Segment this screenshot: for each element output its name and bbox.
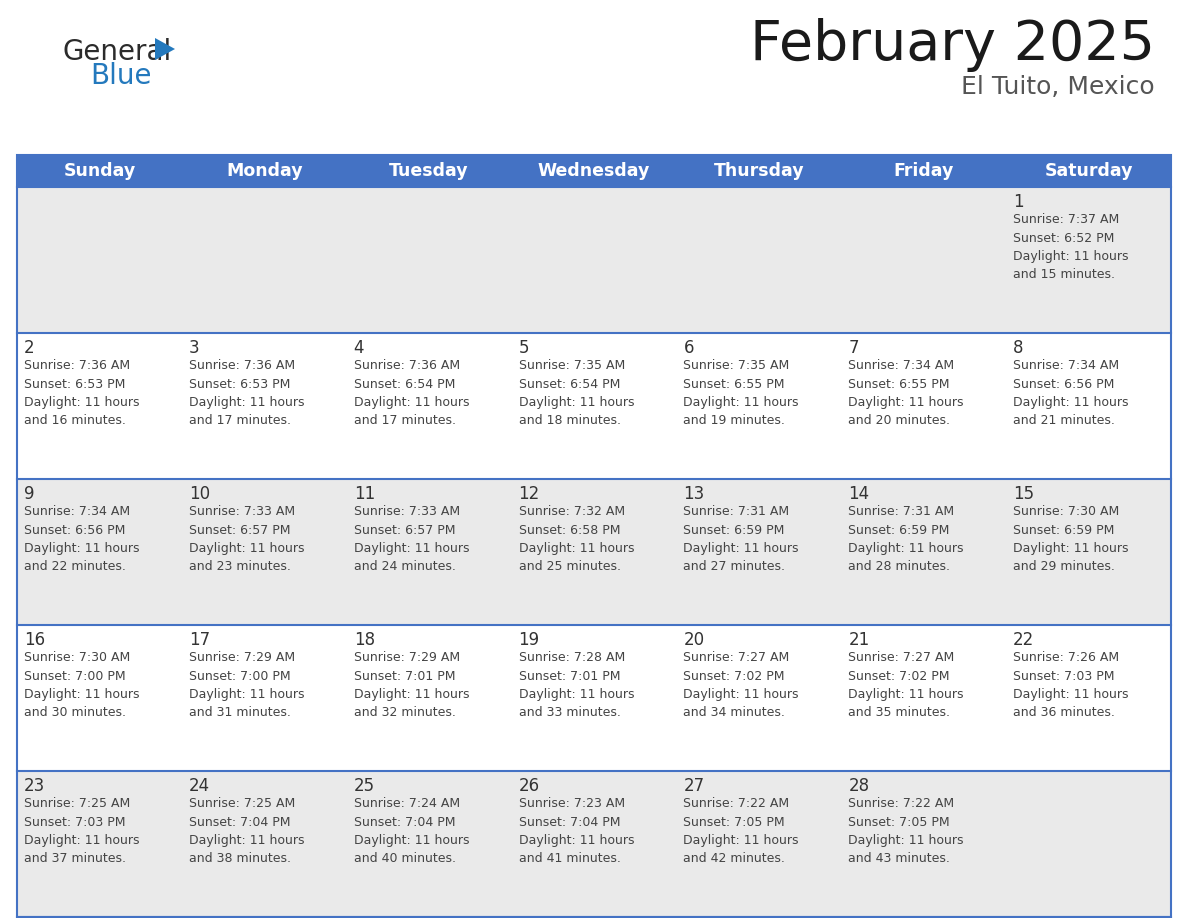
Text: Sunrise: 7:29 AM
Sunset: 7:01 PM
Daylight: 11 hours
and 32 minutes.: Sunrise: 7:29 AM Sunset: 7:01 PM Dayligh… (354, 651, 469, 720)
Text: February 2025: February 2025 (750, 18, 1155, 72)
Text: Sunrise: 7:33 AM
Sunset: 6:57 PM
Daylight: 11 hours
and 24 minutes.: Sunrise: 7:33 AM Sunset: 6:57 PM Dayligh… (354, 505, 469, 574)
Text: Sunrise: 7:31 AM
Sunset: 6:59 PM
Daylight: 11 hours
and 28 minutes.: Sunrise: 7:31 AM Sunset: 6:59 PM Dayligh… (848, 505, 963, 574)
Text: 6: 6 (683, 339, 694, 357)
Text: 24: 24 (189, 777, 210, 795)
Text: Blue: Blue (90, 62, 152, 90)
Text: Sunrise: 7:31 AM
Sunset: 6:59 PM
Daylight: 11 hours
and 27 minutes.: Sunrise: 7:31 AM Sunset: 6:59 PM Dayligh… (683, 505, 798, 574)
Text: Wednesday: Wednesday (538, 162, 650, 180)
Text: General: General (62, 38, 171, 66)
Text: 7: 7 (848, 339, 859, 357)
Text: 21: 21 (848, 631, 870, 649)
Bar (17, 771, 1171, 917)
Text: 8: 8 (1013, 339, 1024, 357)
Text: 2: 2 (24, 339, 34, 357)
Text: Sunrise: 7:27 AM
Sunset: 7:02 PM
Daylight: 11 hours
and 34 minutes.: Sunrise: 7:27 AM Sunset: 7:02 PM Dayligh… (683, 651, 798, 720)
Text: Sunrise: 7:25 AM
Sunset: 7:04 PM
Daylight: 11 hours
and 38 minutes.: Sunrise: 7:25 AM Sunset: 7:04 PM Dayligh… (189, 797, 304, 866)
Text: 28: 28 (848, 777, 870, 795)
Text: Sunrise: 7:22 AM
Sunset: 7:05 PM
Daylight: 11 hours
and 43 minutes.: Sunrise: 7:22 AM Sunset: 7:05 PM Dayligh… (848, 797, 963, 866)
Text: Sunrise: 7:34 AM
Sunset: 6:56 PM
Daylight: 11 hours
and 22 minutes.: Sunrise: 7:34 AM Sunset: 6:56 PM Dayligh… (24, 505, 139, 574)
Text: 12: 12 (519, 485, 539, 503)
Text: Sunrise: 7:29 AM
Sunset: 7:00 PM
Daylight: 11 hours
and 31 minutes.: Sunrise: 7:29 AM Sunset: 7:00 PM Dayligh… (189, 651, 304, 720)
Text: Sunrise: 7:28 AM
Sunset: 7:01 PM
Daylight: 11 hours
and 33 minutes.: Sunrise: 7:28 AM Sunset: 7:01 PM Dayligh… (519, 651, 634, 720)
Bar (17, 479, 1171, 625)
Text: Sunrise: 7:32 AM
Sunset: 6:58 PM
Daylight: 11 hours
and 25 minutes.: Sunrise: 7:32 AM Sunset: 6:58 PM Dayligh… (519, 505, 634, 574)
Text: 10: 10 (189, 485, 210, 503)
Text: 26: 26 (519, 777, 539, 795)
Bar (17, 155, 1171, 917)
Text: 20: 20 (683, 631, 704, 649)
Text: 27: 27 (683, 777, 704, 795)
Text: 5: 5 (519, 339, 529, 357)
Text: Sunrise: 7:25 AM
Sunset: 7:03 PM
Daylight: 11 hours
and 37 minutes.: Sunrise: 7:25 AM Sunset: 7:03 PM Dayligh… (24, 797, 139, 866)
Text: Sunrise: 7:34 AM
Sunset: 6:56 PM
Daylight: 11 hours
and 21 minutes.: Sunrise: 7:34 AM Sunset: 6:56 PM Dayligh… (1013, 359, 1129, 428)
Text: 13: 13 (683, 485, 704, 503)
Text: Tuesday: Tuesday (390, 162, 469, 180)
Text: Sunrise: 7:30 AM
Sunset: 7:00 PM
Daylight: 11 hours
and 30 minutes.: Sunrise: 7:30 AM Sunset: 7:00 PM Dayligh… (24, 651, 139, 720)
Text: Sunrise: 7:22 AM
Sunset: 7:05 PM
Daylight: 11 hours
and 42 minutes.: Sunrise: 7:22 AM Sunset: 7:05 PM Dayligh… (683, 797, 798, 866)
Bar (17, 187, 1171, 333)
Text: 3: 3 (189, 339, 200, 357)
Text: 4: 4 (354, 339, 365, 357)
Text: 19: 19 (519, 631, 539, 649)
Text: Sunday: Sunday (63, 162, 135, 180)
Text: Friday: Friday (893, 162, 954, 180)
Text: 25: 25 (354, 777, 375, 795)
Text: Sunrise: 7:23 AM
Sunset: 7:04 PM
Daylight: 11 hours
and 41 minutes.: Sunrise: 7:23 AM Sunset: 7:04 PM Dayligh… (519, 797, 634, 866)
Text: 16: 16 (24, 631, 45, 649)
Text: 22: 22 (1013, 631, 1035, 649)
Text: 9: 9 (24, 485, 34, 503)
Text: Sunrise: 7:37 AM
Sunset: 6:52 PM
Daylight: 11 hours
and 15 minutes.: Sunrise: 7:37 AM Sunset: 6:52 PM Dayligh… (1013, 213, 1129, 282)
Text: Sunrise: 7:36 AM
Sunset: 6:53 PM
Daylight: 11 hours
and 16 minutes.: Sunrise: 7:36 AM Sunset: 6:53 PM Dayligh… (24, 359, 139, 428)
Text: 11: 11 (354, 485, 375, 503)
Polygon shape (154, 38, 175, 60)
Text: Sunrise: 7:36 AM
Sunset: 6:53 PM
Daylight: 11 hours
and 17 minutes.: Sunrise: 7:36 AM Sunset: 6:53 PM Dayligh… (189, 359, 304, 428)
Bar (17, 625, 1171, 771)
Text: Sunrise: 7:24 AM
Sunset: 7:04 PM
Daylight: 11 hours
and 40 minutes.: Sunrise: 7:24 AM Sunset: 7:04 PM Dayligh… (354, 797, 469, 866)
Text: Sunrise: 7:36 AM
Sunset: 6:54 PM
Daylight: 11 hours
and 17 minutes.: Sunrise: 7:36 AM Sunset: 6:54 PM Dayligh… (354, 359, 469, 428)
Text: Monday: Monday (226, 162, 303, 180)
Text: 14: 14 (848, 485, 870, 503)
Text: Sunrise: 7:30 AM
Sunset: 6:59 PM
Daylight: 11 hours
and 29 minutes.: Sunrise: 7:30 AM Sunset: 6:59 PM Dayligh… (1013, 505, 1129, 574)
Text: Sunrise: 7:35 AM
Sunset: 6:54 PM
Daylight: 11 hours
and 18 minutes.: Sunrise: 7:35 AM Sunset: 6:54 PM Dayligh… (519, 359, 634, 428)
Text: Thursday: Thursday (714, 162, 804, 180)
Bar (17, 333, 1171, 479)
Text: Sunrise: 7:26 AM
Sunset: 7:03 PM
Daylight: 11 hours
and 36 minutes.: Sunrise: 7:26 AM Sunset: 7:03 PM Dayligh… (1013, 651, 1129, 720)
Text: Sunrise: 7:27 AM
Sunset: 7:02 PM
Daylight: 11 hours
and 35 minutes.: Sunrise: 7:27 AM Sunset: 7:02 PM Dayligh… (848, 651, 963, 720)
Text: 17: 17 (189, 631, 210, 649)
Bar (17, 155, 1171, 187)
Text: 15: 15 (1013, 485, 1035, 503)
Text: Saturday: Saturday (1044, 162, 1133, 180)
Text: Sunrise: 7:34 AM
Sunset: 6:55 PM
Daylight: 11 hours
and 20 minutes.: Sunrise: 7:34 AM Sunset: 6:55 PM Dayligh… (848, 359, 963, 428)
Text: El Tuito, Mexico: El Tuito, Mexico (961, 75, 1155, 99)
Text: 1: 1 (1013, 193, 1024, 211)
Text: Sunrise: 7:33 AM
Sunset: 6:57 PM
Daylight: 11 hours
and 23 minutes.: Sunrise: 7:33 AM Sunset: 6:57 PM Dayligh… (189, 505, 304, 574)
Text: Sunrise: 7:35 AM
Sunset: 6:55 PM
Daylight: 11 hours
and 19 minutes.: Sunrise: 7:35 AM Sunset: 6:55 PM Dayligh… (683, 359, 798, 428)
Text: 18: 18 (354, 631, 375, 649)
Text: 23: 23 (24, 777, 45, 795)
